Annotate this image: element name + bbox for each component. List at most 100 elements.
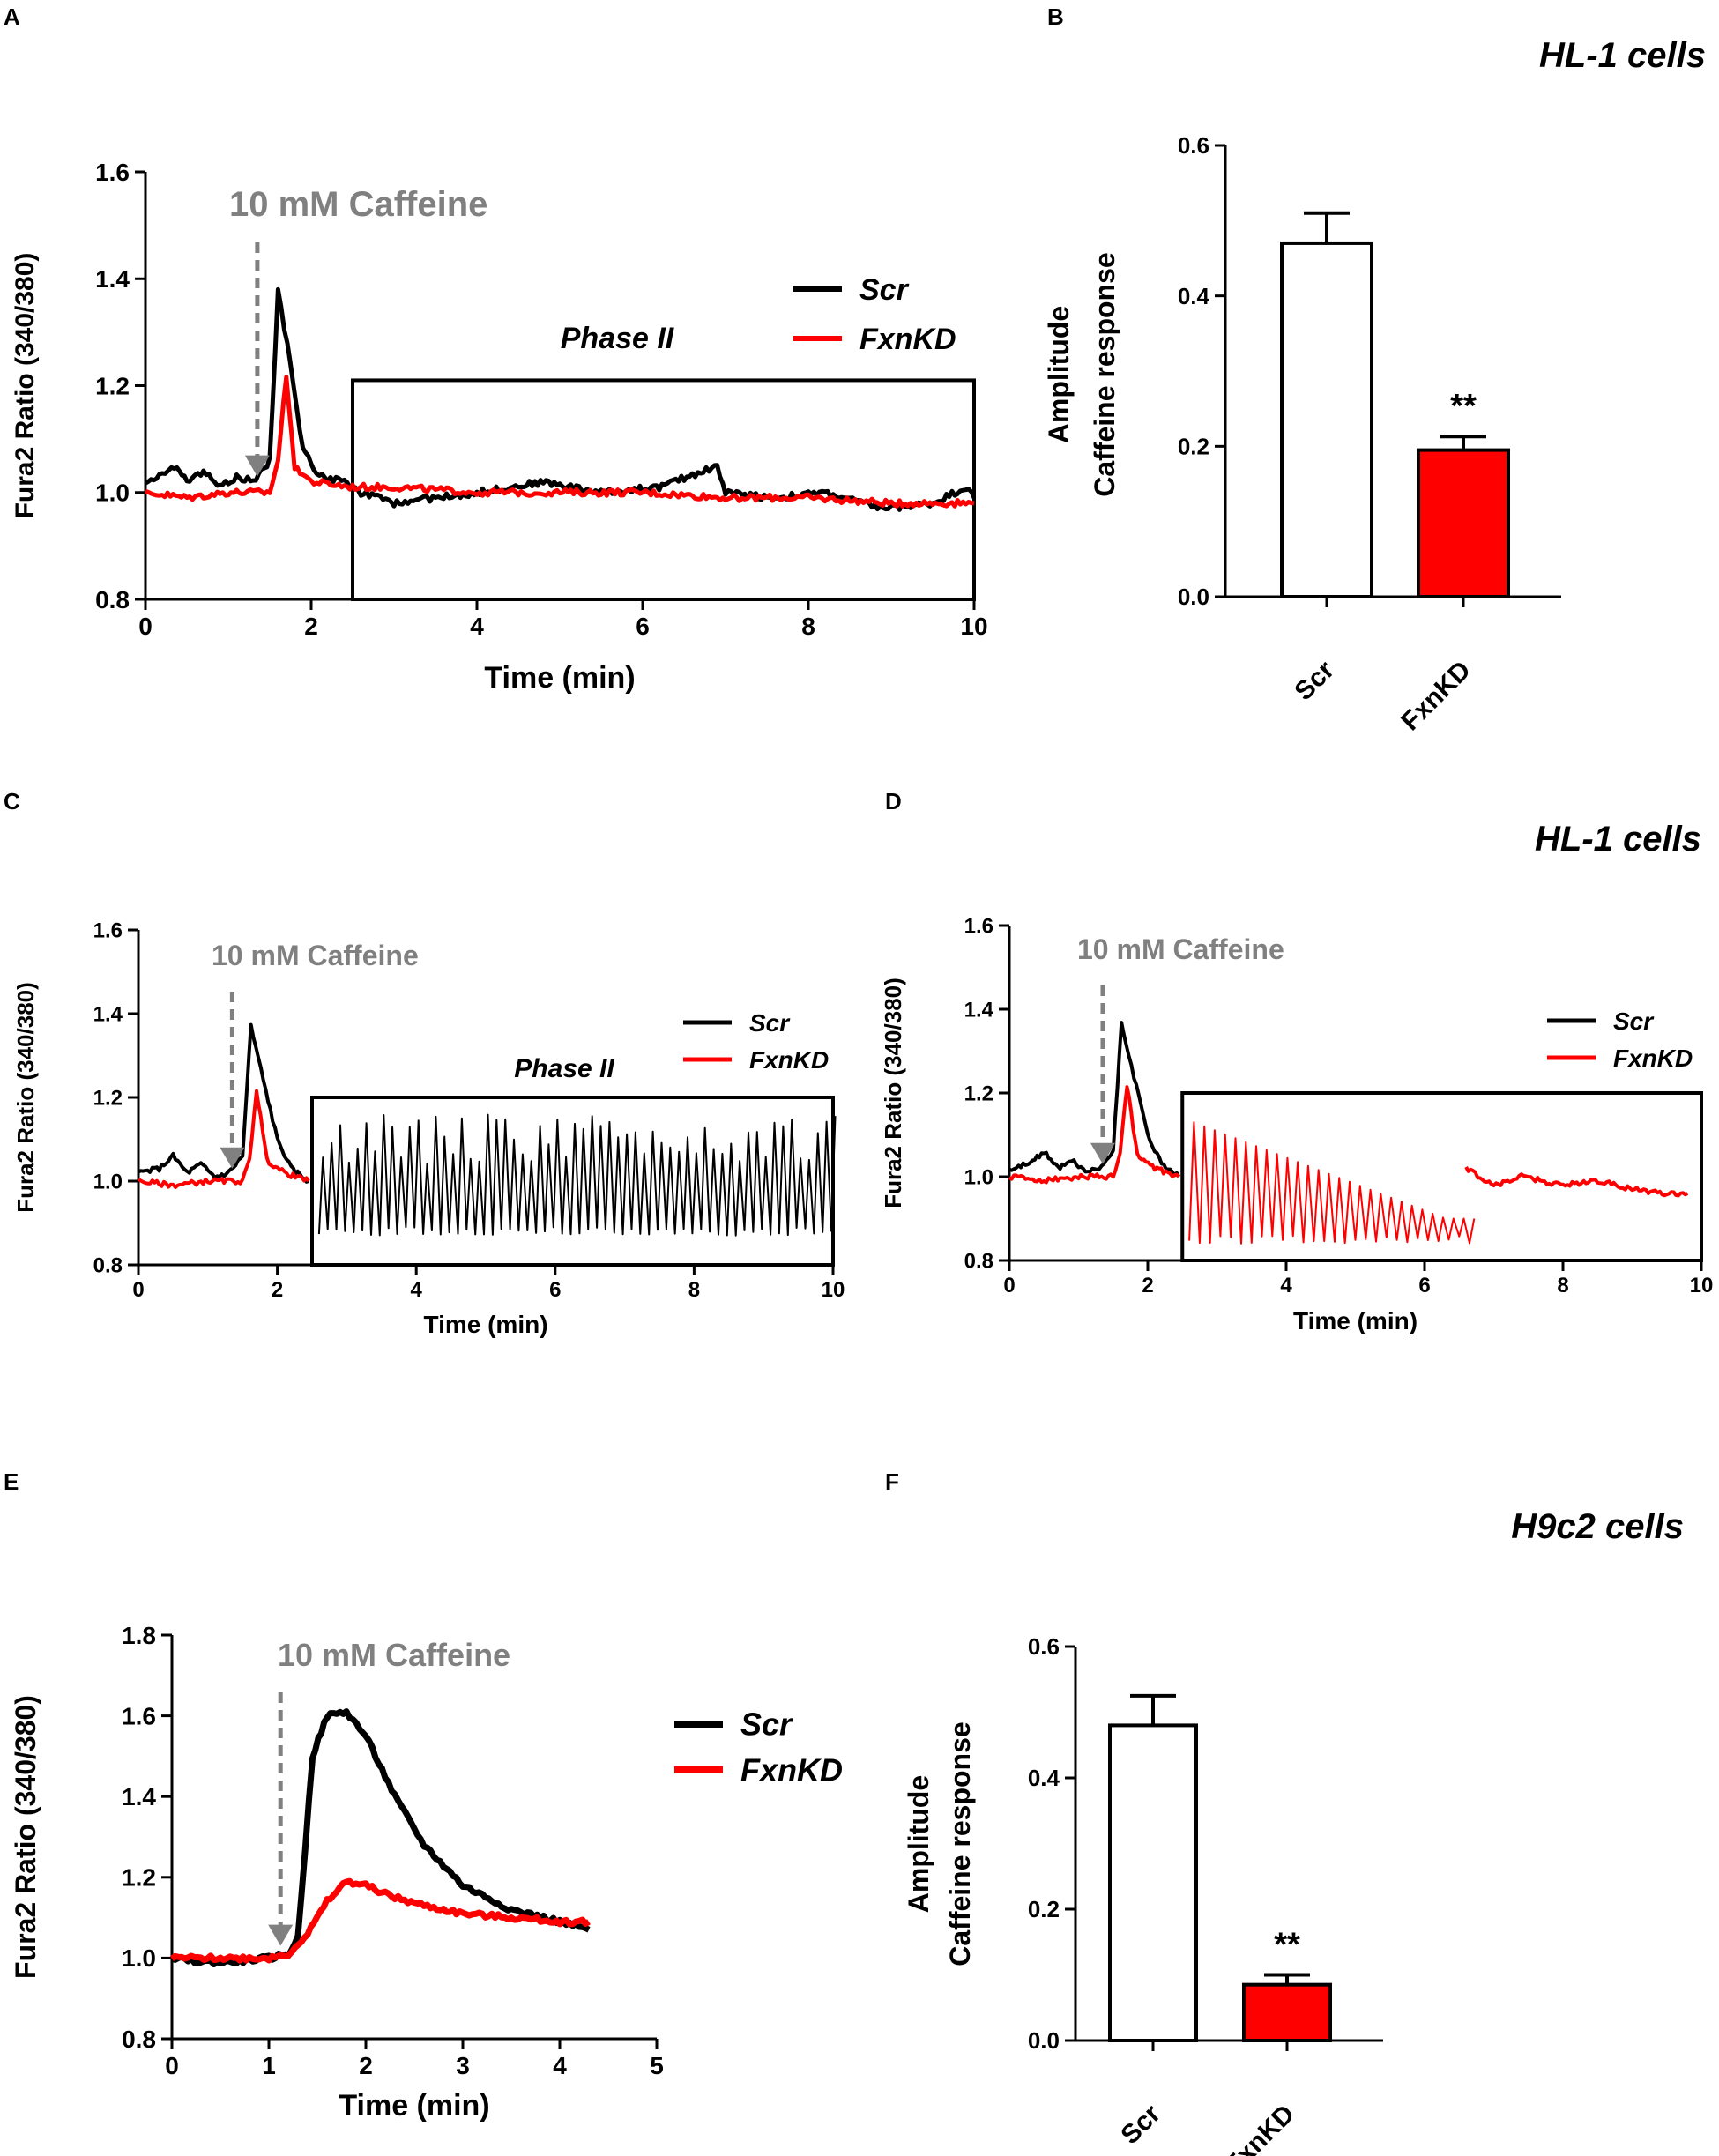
x-tick-label: 1 [262,2052,276,2079]
x-tick-label: 6 [636,613,650,640]
y-tick-label: 1.6 [964,914,993,938]
y-tick-label: 1.4 [964,998,994,1022]
caffeine-arrow-head [268,1924,294,1946]
chart-panel-b: 0.0 0.2 0.4 0.6 Amplitude Caffeine response Sc… [1043,132,1561,736]
x-tick-label: 5 [650,2052,664,2079]
x-tick-label: 4 [553,2052,567,2079]
y-tick-label: 0.0 [1028,2027,1060,2054]
series-line-scr [137,1022,309,1184]
legend-label-fxnkd: FxnKD [740,1752,843,1788]
y-tick-label: 0.2 [1028,1896,1060,1922]
x-tick-label: 0 [138,613,153,640]
y-tick-label: 1.2 [93,1086,123,1110]
y-tick-label: 1.4 [122,1783,156,1810]
x-axis-label: Time (min) [423,1311,547,1338]
y-tick-label: 1.0 [964,1165,993,1189]
y-tick-label: 1.0 [93,1170,123,1193]
y-tick-label: 1.2 [964,1082,993,1105]
y-tick-label: 1.6 [93,918,123,942]
panel-label-a: A [4,4,20,30]
x-tick-label: 3 [456,2052,470,2079]
x-tick-label: 2 [304,613,318,640]
y-axis-label: Amplitude [903,1775,934,1913]
legend-label-scr: Scr [860,273,910,307]
y-tick-label: 0.4 [1178,283,1210,309]
y-tick-label: 1.0 [122,1944,156,1972]
panel-label-e: E [4,1468,19,1495]
y-tick-label: 1.4 [95,265,130,293]
y-tick-label: 1.4 [93,1002,123,1026]
y-tick-label: 0.6 [1028,1633,1060,1660]
significance-marker: ** [1450,388,1477,425]
x-tick-label: 10 [960,613,987,640]
phase-box [1180,1091,1703,1262]
y-axis-label: Caffeine response [1089,252,1120,496]
legend-label-fxnkd: FxnKD [749,1046,829,1074]
x-tick-label: 4 [470,613,484,640]
series-line-scr [169,1708,591,1967]
y-axis-label: Fura2 Ratio (340/380) [880,978,906,1208]
series-line-fxnkd [1188,1121,1476,1245]
y-tick-label: 0.8 [122,2026,156,2053]
caffeine-arrow-head [1090,1142,1115,1164]
caffeine-annotation: 10 mM Caffeine [212,940,419,971]
panel-label-f: F [885,1468,899,1495]
caffeine-arrow-head [220,1147,245,1169]
bar-scr [1280,241,1373,598]
cell-title-b: HL-1 cells [1539,36,1706,75]
series-line-fxnkd [145,375,975,509]
caffeine-annotation: 10 mM Caffeine [278,1637,510,1673]
y-tick-label: 0.8 [95,586,130,613]
bar-fxnkd [1242,1982,1332,2043]
chart-panel-e: 0.8 1.0 1.2 1.4 1.6 1.8 0 1 2 3 4 5 Time (min) Fura2 … [10,1622,843,2123]
category-label-scr: Scr [1289,655,1340,706]
legend-label-fxnkd: FxnKD [860,323,956,356]
x-tick-label: 0 [165,2052,179,2079]
legend-label-fxnkd: FxnKD [1613,1045,1693,1072]
x-tick-label: 10 [1690,1274,1714,1297]
x-tick-label: 6 [549,1278,561,1302]
x-tick-label: 0 [132,1278,144,1302]
y-axis-label: Fura2 Ratio (340/380) [10,1695,41,1979]
caffeine-annotation: 10 mM Caffeine [229,185,487,224]
x-tick-label: 4 [1280,1274,1292,1297]
y-tick-label: 0.4 [1028,1765,1060,1791]
y-tick-label: 0.2 [1178,433,1209,459]
y-tick-label: 0.0 [1178,584,1209,610]
x-tick-label: 10 [822,1278,845,1302]
y-tick-label: 1.6 [122,1702,156,1729]
x-tick-label: 8 [688,1278,700,1302]
x-tick-label: 8 [1557,1274,1568,1297]
category-label-scr: Scr [1115,2099,1166,2150]
series-line-fxnkd [1008,1085,1180,1185]
chart-panel-a: 0.8 1.0 1.2 1.4 1.6 0 2 4 6 8 10 Time (min) Fura2 Ra… [11,159,988,695]
category-label-fxnkd: FxnKD [1395,656,1477,737]
panel-label-b: B [1047,4,1064,30]
chart-panel-f: 0.0 0.2 0.4 0.6 Amplitude Caffeine response Sc… [903,1633,1383,2156]
phase-label: Phase II [514,1054,614,1083]
series-line-scr [144,286,977,512]
panel-label-d: D [885,788,902,814]
legend-label-scr: Scr [1613,1007,1655,1035]
series-line-fxnkd [1464,1166,1689,1198]
x-tick-label: 6 [1418,1274,1430,1297]
x-tick-label: 4 [411,1278,423,1302]
legend-label-scr: Scr [749,1009,791,1037]
series-line-scr [317,1113,837,1237]
y-tick-label: 0.6 [1178,132,1209,159]
cell-title-f: H9c2 cells [1511,1507,1684,1546]
x-tick-label: 2 [359,2052,373,2079]
y-axis-label: Amplitude [1043,306,1075,443]
x-tick-label: 2 [1142,1274,1153,1297]
x-tick-label: 8 [801,613,815,640]
y-tick-label: 1.6 [95,159,130,186]
x-axis-label: Time (min) [484,661,635,695]
series-line-fxnkd [137,1089,310,1189]
bar-fxnkd [1417,448,1510,598]
category-label-fxnkd: FxnKD [1219,2100,1300,2156]
y-tick-label: 0.8 [93,1253,123,1277]
series-line-scr [1008,1021,1181,1178]
series-line-fxnkd [169,1877,591,1964]
x-tick-label: 2 [272,1278,283,1302]
y-axis-label: Caffeine response [944,1721,976,1966]
